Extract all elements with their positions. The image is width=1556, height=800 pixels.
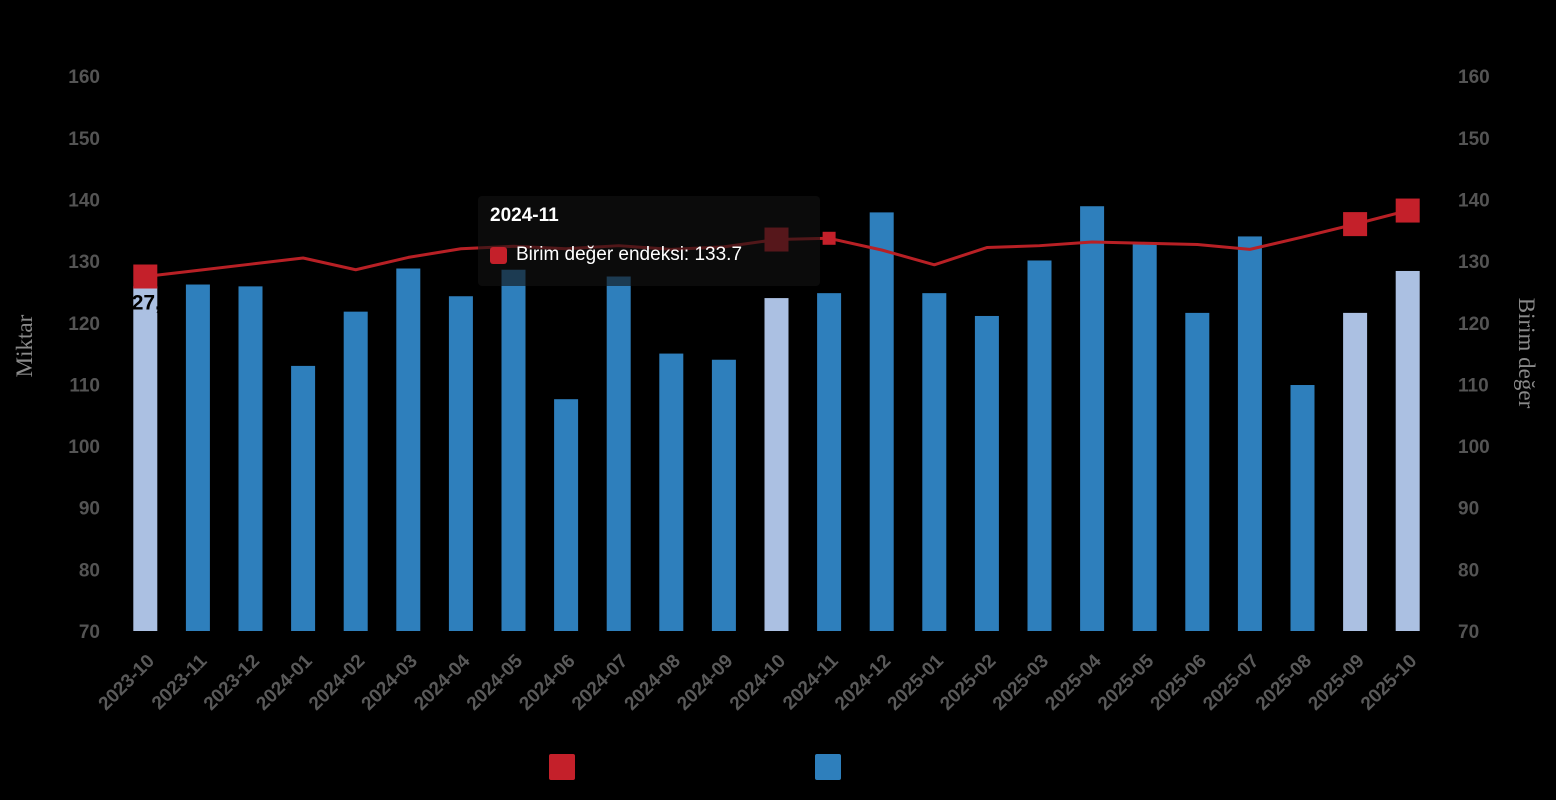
bar-2024-06[interactable]	[554, 399, 579, 631]
x-axis-tick-2025-10: 2025-10	[1357, 651, 1421, 715]
left-axis-tick-120: 120	[68, 314, 100, 335]
tooltip-series-value: Birim değer endeksi: 133.7	[516, 244, 743, 265]
right-axis-tick-120: 120	[1458, 314, 1490, 335]
x-axis-tick-2023-12: 2023-12	[200, 651, 264, 715]
right-axis-tick-110: 110	[1458, 375, 1489, 396]
x-axis-tick-2024-03: 2024-03	[358, 651, 422, 715]
left-axis-tick-150: 150	[68, 129, 100, 150]
bar-2025-03[interactable]	[1027, 260, 1052, 631]
left-axis-tick-110: 110	[69, 375, 100, 396]
x-axis-tick-2024-07: 2024-07	[568, 651, 632, 715]
bar-2025-01[interactable]	[922, 293, 947, 631]
x-axis-tick-2024-11: 2024-11	[779, 650, 843, 714]
bar-2024-02[interactable]	[343, 311, 368, 631]
right-axis-tick-90: 90	[1458, 499, 1479, 520]
bar-2024-11[interactable]	[817, 293, 842, 631]
bar-2025-02[interactable]	[974, 315, 999, 631]
bar-2024-12[interactable]	[869, 212, 894, 632]
x-axis-tick-2024-01: 2024-01	[252, 650, 316, 714]
x-axis-tick-2024-08: 2024-08	[621, 651, 685, 715]
marker-2025-10[interactable]	[1395, 198, 1420, 223]
marker-2023-10[interactable]	[133, 264, 158, 289]
x-axis-tick-2025-09: 2025-09	[1304, 651, 1368, 715]
left-axis-tick-100: 100	[68, 437, 100, 458]
left-axis-tick-130: 130	[68, 252, 100, 273]
bar-2025-09[interactable]	[1343, 312, 1368, 631]
hover-marker-2024-11[interactable]	[822, 231, 836, 245]
legend-swatch-bar-series[interactable]	[815, 754, 841, 780]
x-axis-tick-2025-03: 2025-03	[989, 651, 1053, 715]
bar-2024-04[interactable]	[448, 296, 473, 631]
x-axis-tick-2024-10: 2024-10	[726, 651, 790, 715]
x-axis-tick-2023-11: 2023-11	[148, 650, 212, 714]
x-axis-tick-2025-01: 2025-01	[884, 650, 948, 714]
bar-2024-10[interactable]	[764, 298, 789, 631]
tooltip-series-swatch	[490, 246, 507, 264]
bar-2023-10[interactable]	[133, 286, 158, 631]
tooltip: 2024-11 Birim değer endeksi: 133.7	[478, 196, 820, 286]
left-axis-tick-140: 140	[68, 190, 100, 211]
x-axis-tick-2025-08: 2025-08	[1252, 651, 1316, 715]
x-axis-tick-2024-12: 2024-12	[831, 651, 895, 715]
bar-2025-04[interactable]	[1080, 206, 1105, 631]
right-axis-tick-140: 140	[1458, 190, 1490, 211]
left-axis-tick-90: 90	[79, 499, 100, 520]
right-axis-tick-70: 70	[1458, 622, 1479, 643]
bar-2025-07[interactable]	[1237, 236, 1262, 631]
x-axis-tick-2024-04: 2024-04	[410, 650, 474, 714]
bar-2025-06[interactable]	[1185, 312, 1210, 631]
bar-2025-10[interactable]	[1395, 270, 1420, 631]
right-axis-tick-80: 80	[1458, 560, 1479, 581]
right-axis-tick-100: 100	[1458, 437, 1490, 458]
left-axis-tick-70: 70	[79, 622, 100, 643]
bar-2023-12[interactable]	[238, 286, 263, 631]
x-axis-tick-2025-06: 2025-06	[1147, 651, 1211, 715]
bar-2024-09[interactable]	[711, 359, 736, 631]
x-axis-tick-2025-05: 2025-05	[1094, 650, 1158, 714]
left-axis-tick-160: 160	[68, 67, 100, 88]
tooltip-row: Birim değer endeksi: 133.7	[490, 244, 808, 266]
bar-2024-07[interactable]	[606, 276, 631, 631]
tooltip-title: 2024-11	[490, 205, 559, 226]
right-axis-tick-150: 150	[1458, 129, 1490, 150]
x-axis-tick-2024-05: 2024-05	[463, 650, 527, 714]
legend	[0, 748, 1556, 788]
x-axis-tick-2025-02: 2025-02	[936, 651, 1000, 715]
bar-2023-11[interactable]	[185, 284, 210, 631]
x-axis-tick-2024-06: 2024-06	[515, 651, 579, 715]
bar-2024-01[interactable]	[291, 365, 316, 631]
legend-swatch-line-series[interactable]	[549, 754, 575, 780]
x-axis-tick-2025-07: 2025-07	[1199, 651, 1263, 715]
bar-2024-08[interactable]	[659, 353, 684, 631]
marker-2025-09[interactable]	[1343, 212, 1368, 237]
right-axis-tick-130: 130	[1458, 252, 1490, 273]
bar-2024-03[interactable]	[396, 268, 421, 631]
bar-2025-05[interactable]	[1132, 241, 1157, 631]
right-axis-tick-160: 160	[1458, 67, 1490, 88]
bar-2025-08[interactable]	[1290, 385, 1315, 631]
bar-2024-05[interactable]	[501, 269, 526, 631]
left-axis-tick-80: 80	[79, 560, 100, 581]
x-axis-tick-2023-10: 2023-10	[95, 651, 159, 715]
x-axis-tick-2024-09: 2024-09	[673, 651, 737, 715]
line-point-label: 127,5	[120, 292, 173, 315]
x-axis-tick-2025-04: 2025-04	[1041, 650, 1105, 714]
x-axis-tick-2024-02: 2024-02	[305, 651, 369, 715]
